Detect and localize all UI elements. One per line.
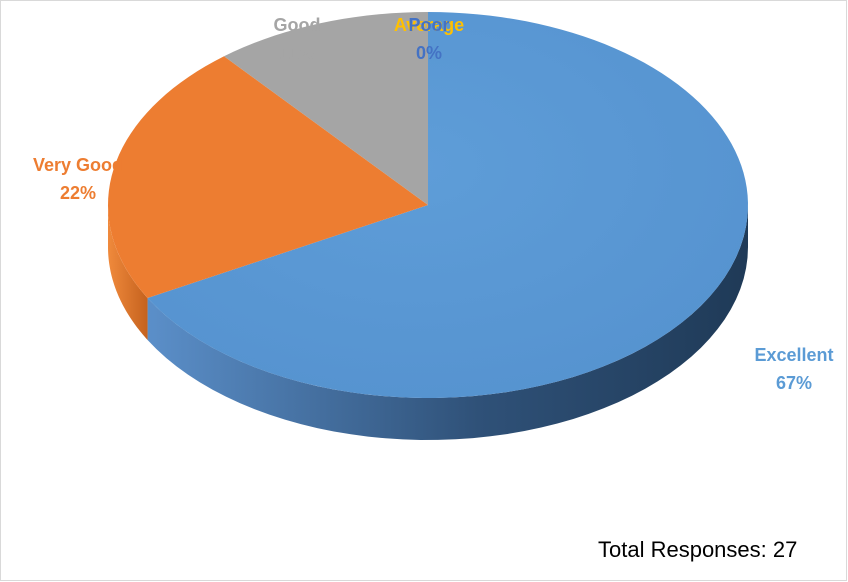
label-good-value: 11% bbox=[279, 43, 314, 63]
label-excellent-name: Excellent bbox=[754, 345, 833, 365]
label-average-name: Average bbox=[394, 15, 464, 35]
slice-good bbox=[224, 12, 428, 205]
label-good-name: Good bbox=[274, 15, 321, 35]
slice-excellent bbox=[147, 12, 748, 398]
slice-side-very-good bbox=[108, 205, 148, 340]
label-very-good-value: 22% bbox=[60, 183, 96, 203]
slice-side-excellent bbox=[147, 205, 748, 440]
label-poor-value: 0% bbox=[416, 43, 442, 63]
label-very-good-name: Very Good bbox=[33, 155, 123, 175]
total-responses: Total Responses: 27 bbox=[598, 537, 798, 562]
slice-very-good bbox=[108, 56, 428, 298]
label-poor-name: Poor bbox=[408, 15, 449, 35]
label-excellent-value: 67% bbox=[776, 373, 812, 393]
